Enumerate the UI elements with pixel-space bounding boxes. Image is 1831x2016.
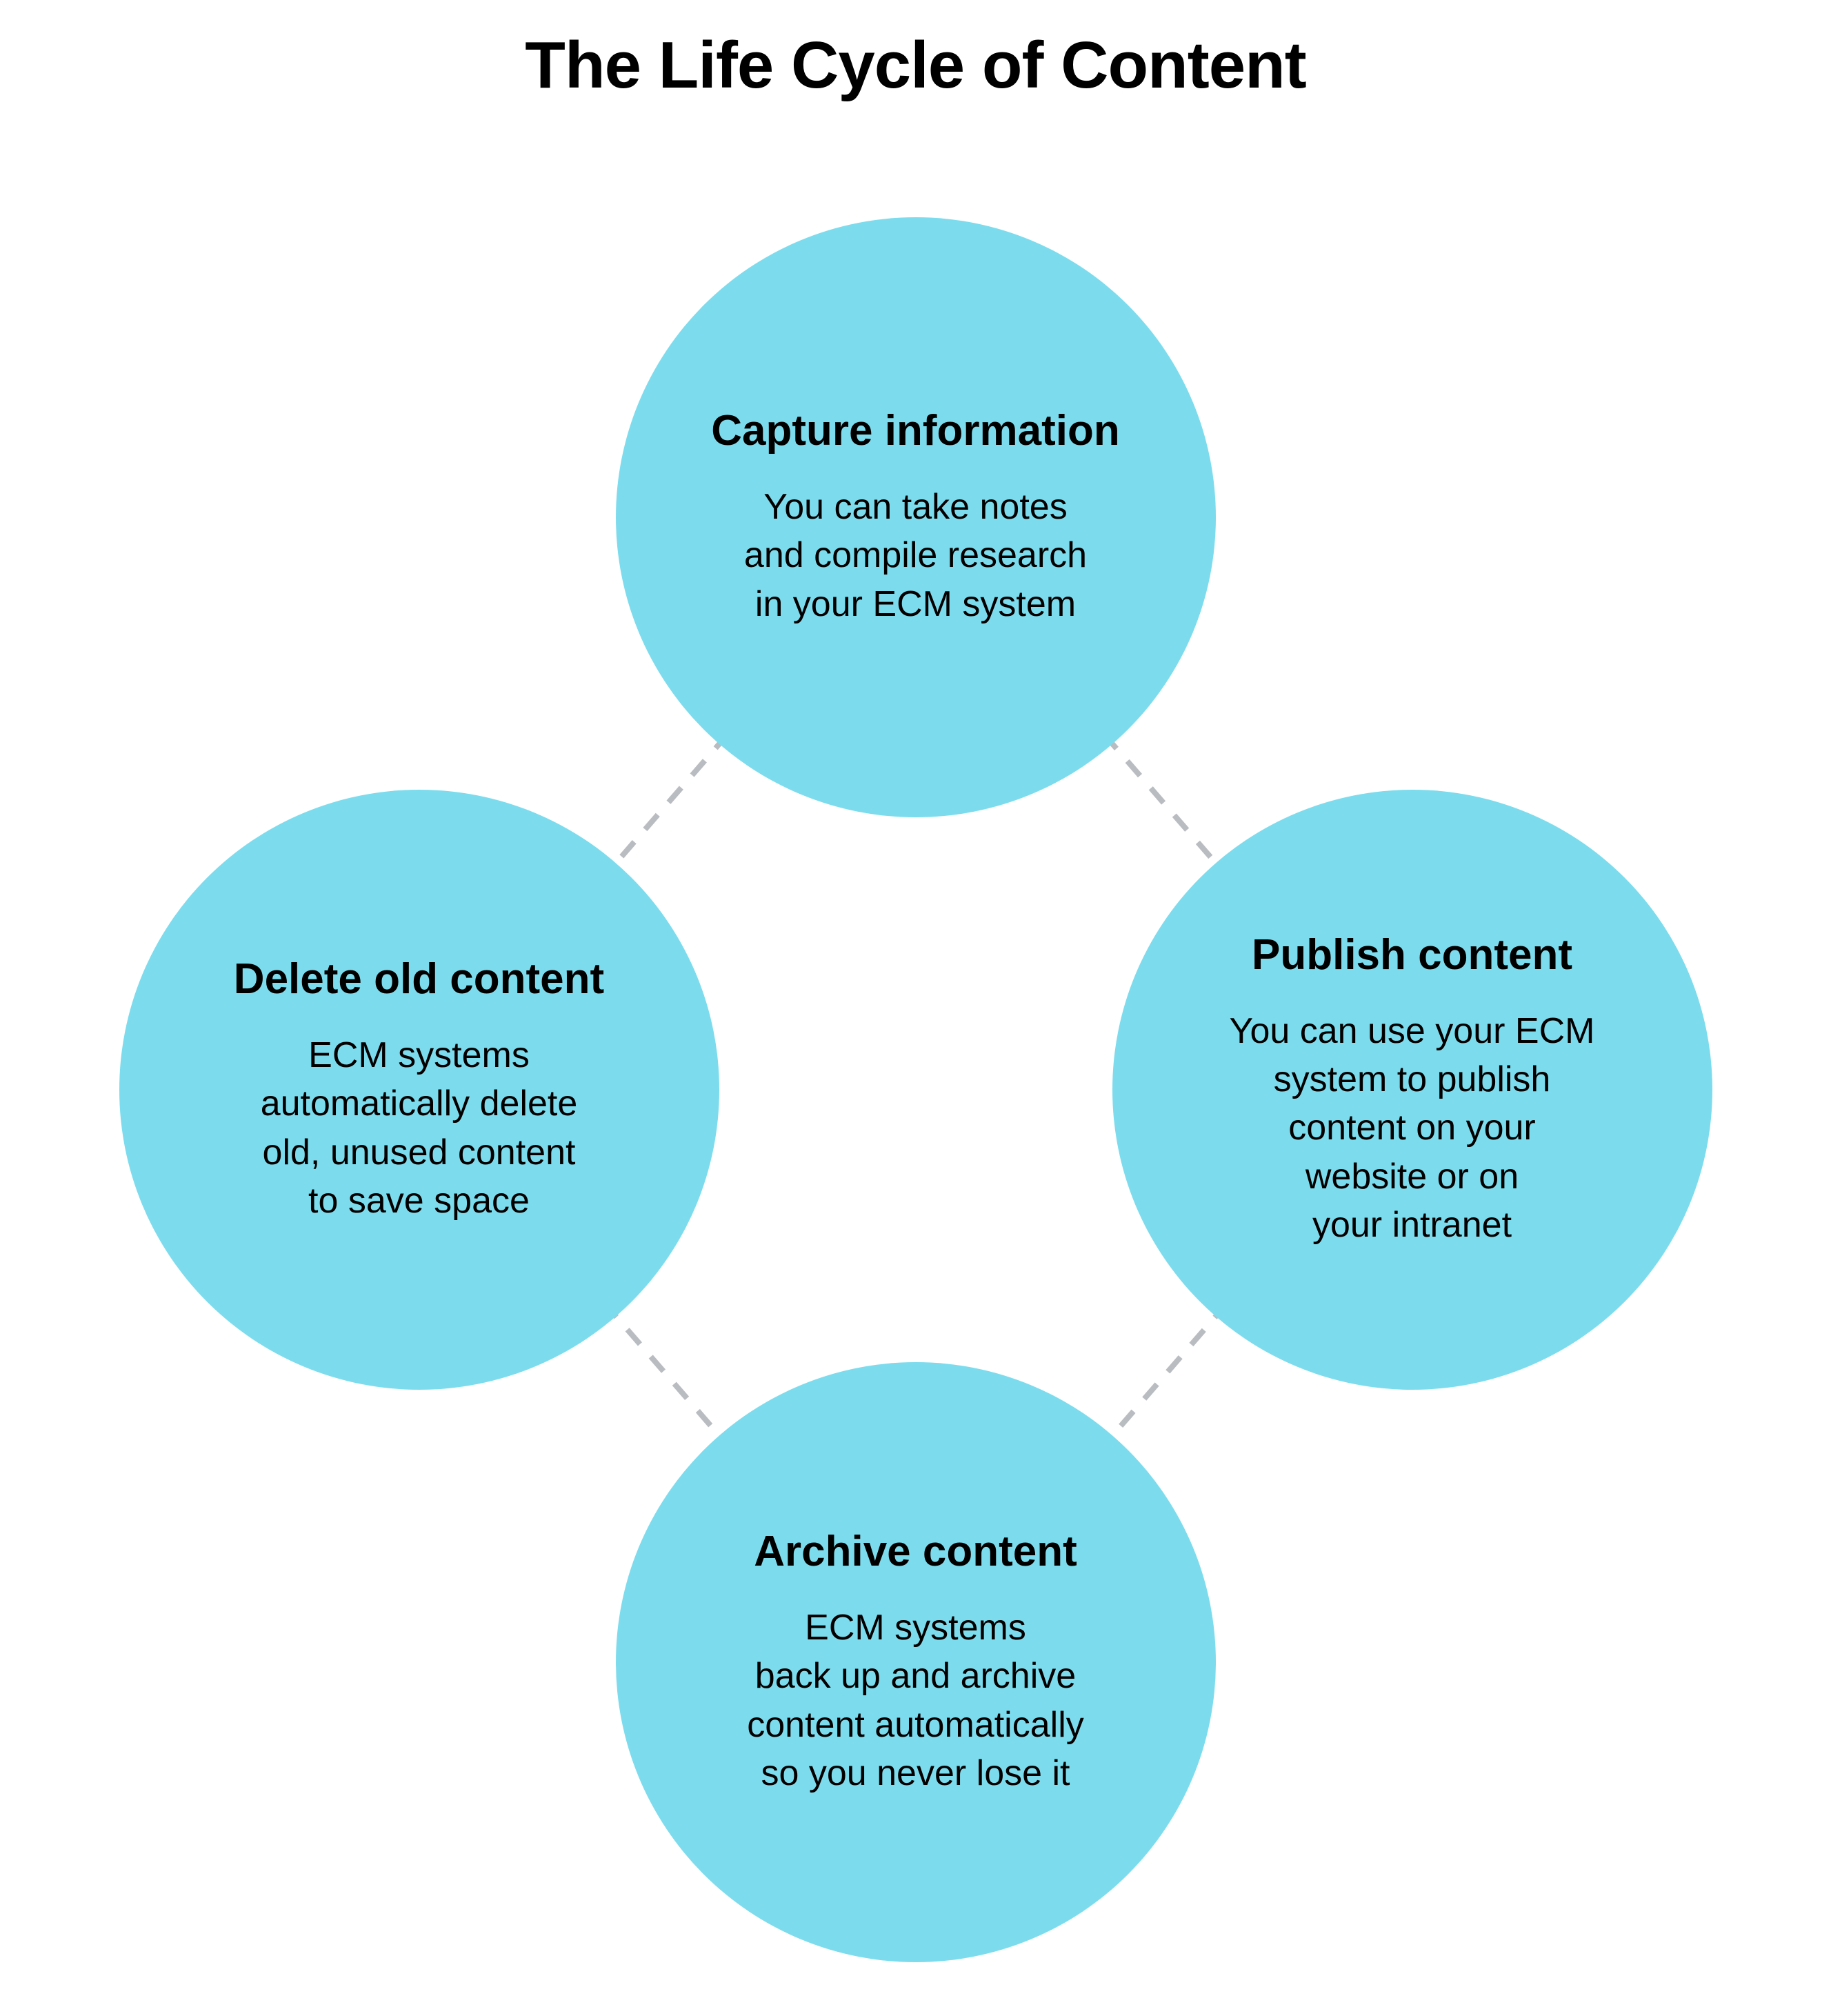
node-capture-body: You can take notes and compile research …	[744, 483, 1087, 628]
node-publish-body: You can use your ECM system to publish c…	[1230, 1007, 1595, 1249]
node-archive-title: Archive content	[754, 1527, 1077, 1576]
node-capture: Capture information You can take notes a…	[616, 217, 1216, 817]
page-title: The Life Cycle of Content	[0, 28, 1831, 103]
node-archive: Archive content ECM systems back up and …	[616, 1362, 1216, 1962]
node-archive-body: ECM systems back up and archive content …	[747, 1604, 1084, 1797]
node-publish: Publish content You can use your ECM sys…	[1112, 790, 1712, 1390]
node-delete-body: ECM systems automatically delete old, un…	[261, 1031, 578, 1225]
node-delete: Delete old content ECM systems automatic…	[119, 790, 719, 1390]
node-delete-title: Delete old content	[234, 955, 604, 1004]
node-capture-title: Capture information	[711, 406, 1119, 455]
node-publish-title: Publish content	[1252, 930, 1572, 979]
cycle-diagram: Capture information You can take notes a…	[88, 241, 1743, 1966]
